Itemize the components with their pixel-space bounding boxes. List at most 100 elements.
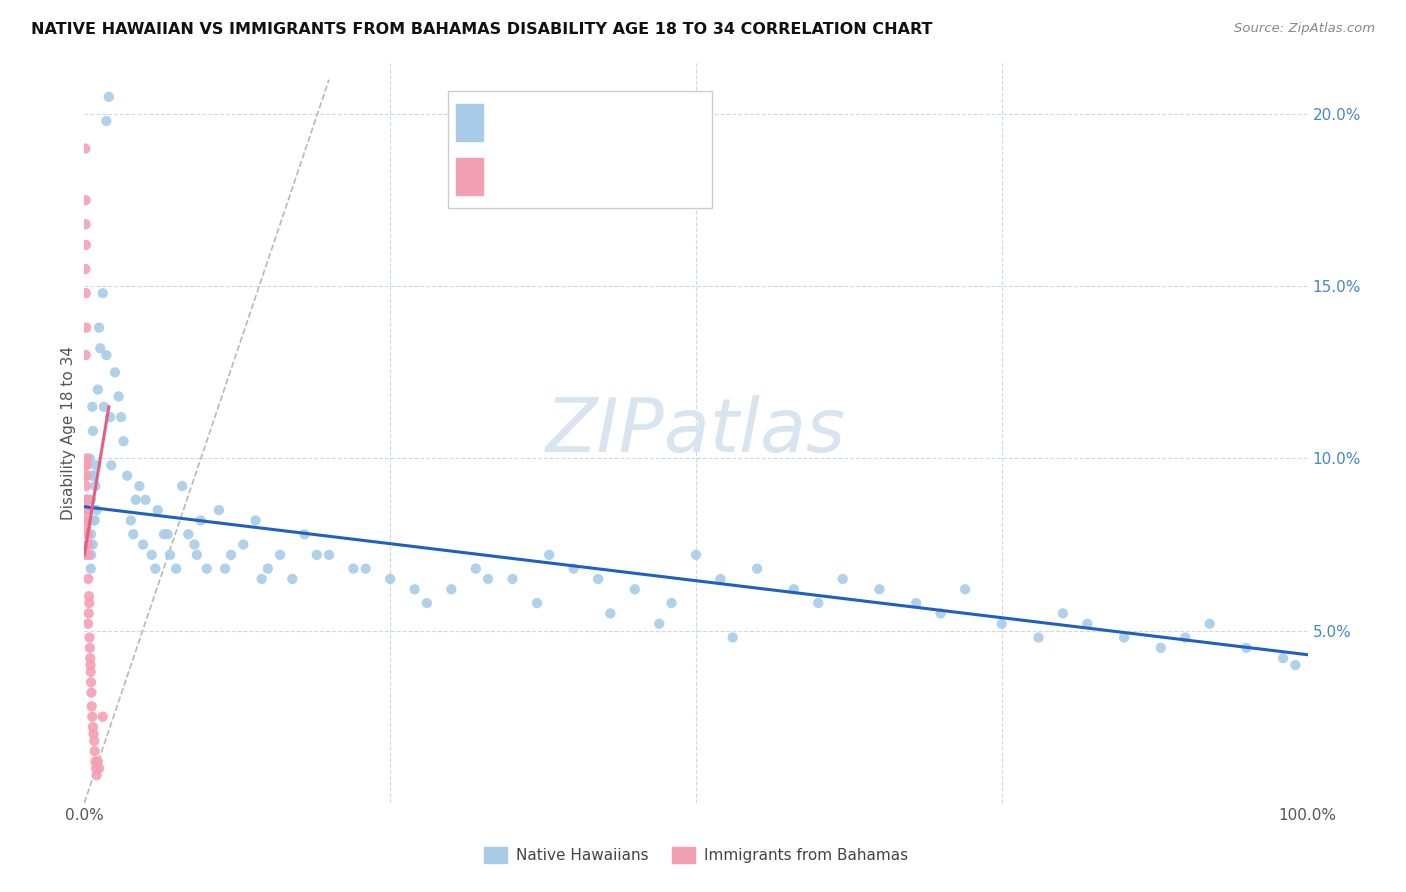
Point xyxy=(84,755,107,769)
Point xyxy=(232,537,254,551)
Point xyxy=(76,513,98,527)
Point xyxy=(269,548,291,562)
Point xyxy=(83,727,105,741)
Legend: Native Hawaiians, Immigrants from Bahamas: Native Hawaiians, Immigrants from Bahama… xyxy=(478,841,914,869)
Point xyxy=(586,572,609,586)
Point xyxy=(165,561,187,575)
Point xyxy=(82,424,104,438)
Point xyxy=(120,513,142,527)
Point xyxy=(93,400,115,414)
Point xyxy=(153,527,176,541)
Point xyxy=(250,572,273,586)
Point xyxy=(80,675,103,690)
Point xyxy=(342,561,364,575)
Point xyxy=(80,492,103,507)
Point xyxy=(747,561,769,575)
Point xyxy=(100,458,122,473)
Point xyxy=(953,582,976,597)
Point xyxy=(76,537,98,551)
Point xyxy=(991,616,1014,631)
Point xyxy=(75,142,97,156)
Point xyxy=(135,492,157,507)
Point xyxy=(97,90,120,104)
Point xyxy=(214,561,236,575)
Point xyxy=(562,561,585,575)
Point xyxy=(1284,658,1306,673)
Point xyxy=(104,365,127,379)
Point xyxy=(75,348,97,362)
Point xyxy=(502,572,524,586)
Point xyxy=(76,458,98,473)
Point xyxy=(83,734,105,748)
Point xyxy=(77,616,100,631)
Point xyxy=(128,479,150,493)
Point xyxy=(219,548,242,562)
Point xyxy=(75,520,97,534)
Point xyxy=(709,572,731,586)
Point xyxy=(190,513,212,527)
Point xyxy=(80,665,103,679)
Point xyxy=(107,389,129,403)
Point xyxy=(84,458,107,473)
Point xyxy=(79,651,101,665)
Text: ZIPatlas: ZIPatlas xyxy=(546,395,846,467)
Point xyxy=(86,768,108,782)
Point xyxy=(75,193,97,207)
Point xyxy=(77,572,100,586)
Point xyxy=(132,537,155,551)
Point xyxy=(87,755,110,769)
Point xyxy=(77,589,100,603)
Point xyxy=(82,513,104,527)
Point xyxy=(84,761,107,775)
Point xyxy=(77,548,100,562)
Point xyxy=(82,709,104,723)
Point xyxy=(75,238,97,252)
Point xyxy=(77,596,100,610)
Text: NATIVE HAWAIIAN VS IMMIGRANTS FROM BAHAMAS DISABILITY AGE 18 TO 34 CORRELATION C: NATIVE HAWAIIAN VS IMMIGRANTS FROM BAHAM… xyxy=(31,22,932,37)
Point xyxy=(83,513,105,527)
Point xyxy=(84,479,107,493)
Point xyxy=(538,548,561,562)
Point xyxy=(75,286,97,301)
Point xyxy=(599,607,621,621)
Point xyxy=(98,410,121,425)
Point xyxy=(929,607,952,621)
Point xyxy=(112,434,135,449)
Point xyxy=(82,400,104,414)
Point xyxy=(80,527,103,541)
Point xyxy=(380,572,402,586)
Point xyxy=(79,658,101,673)
Point xyxy=(122,527,145,541)
Point xyxy=(80,685,103,699)
Point xyxy=(1174,631,1197,645)
Point xyxy=(159,548,181,562)
Point xyxy=(75,479,97,493)
Point xyxy=(115,468,138,483)
Point xyxy=(831,572,853,586)
Point xyxy=(141,548,163,562)
Point xyxy=(257,561,280,575)
Point xyxy=(75,217,97,231)
Point xyxy=(77,607,100,621)
Point xyxy=(1198,616,1220,631)
Point xyxy=(79,492,101,507)
Point xyxy=(83,468,105,483)
Point xyxy=(83,744,105,758)
Point xyxy=(869,582,891,597)
Point xyxy=(82,720,104,734)
Point xyxy=(96,348,118,362)
Point xyxy=(404,582,426,597)
Point xyxy=(75,503,97,517)
Point xyxy=(526,596,548,610)
Point xyxy=(79,631,101,645)
Point xyxy=(75,320,97,334)
Point xyxy=(245,513,267,527)
Point xyxy=(82,537,104,551)
Point xyxy=(281,572,304,586)
Point xyxy=(1028,631,1050,645)
Point xyxy=(195,561,218,575)
Y-axis label: Disability Age 18 to 34: Disability Age 18 to 34 xyxy=(60,345,76,520)
Text: Source: ZipAtlas.com: Source: ZipAtlas.com xyxy=(1234,22,1375,36)
Point xyxy=(305,548,328,562)
Point xyxy=(440,582,463,597)
